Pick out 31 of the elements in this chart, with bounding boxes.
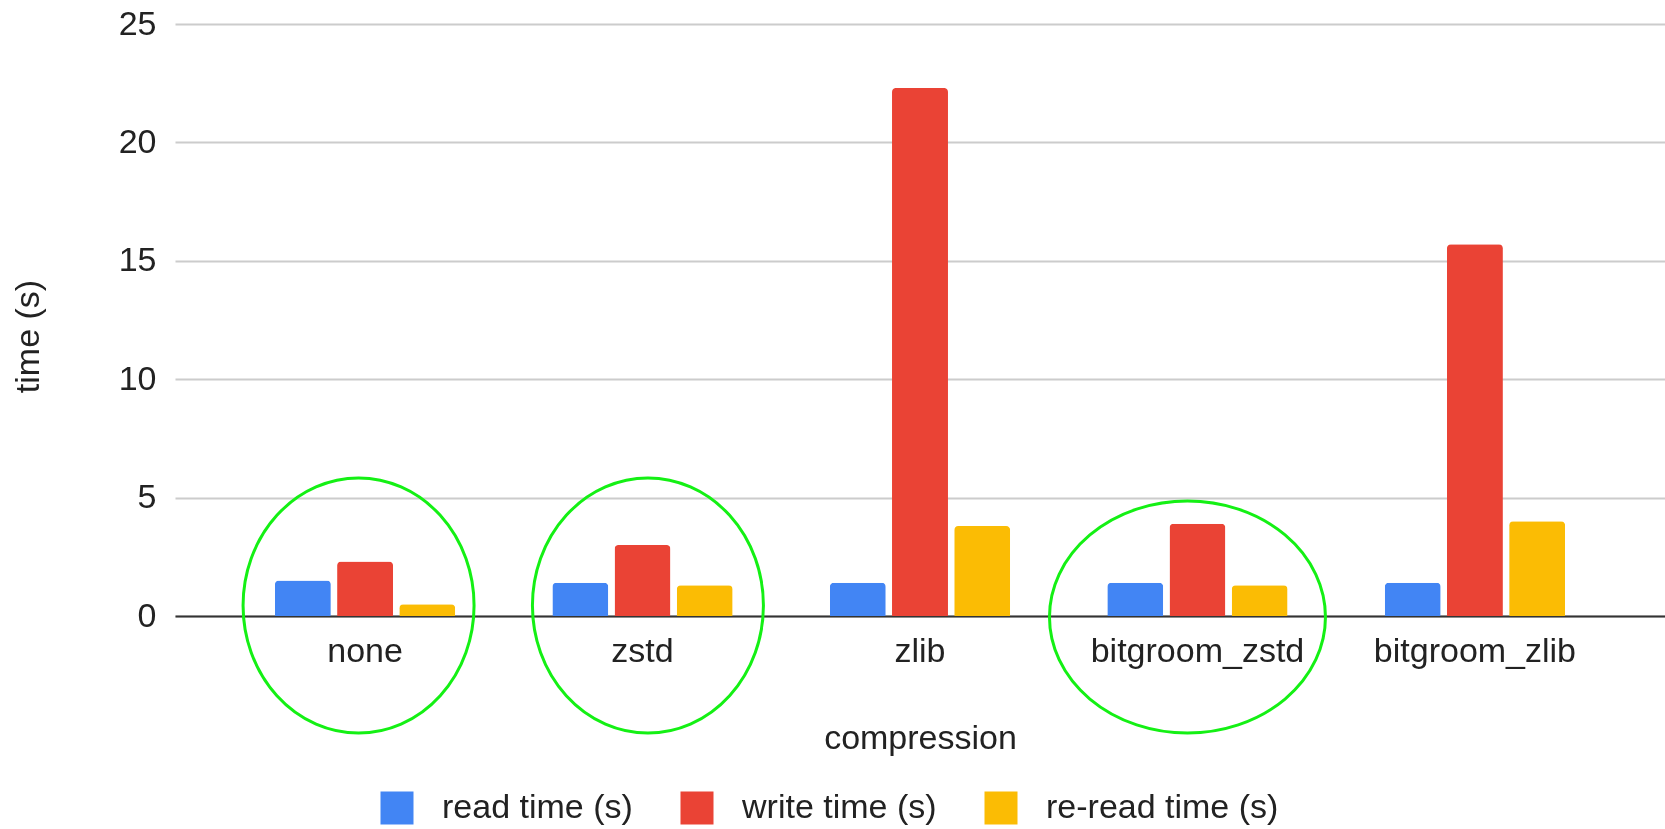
bar (399, 604, 456, 616)
x-tick-label: zlib (894, 630, 946, 669)
x-tick-label: bitgroom_zstd (1090, 630, 1305, 669)
x-tick-label: bitgroom_zlib (1373, 630, 1577, 669)
legend-label: read time (s) (442, 787, 633, 825)
y-tick-label: 25 (118, 3, 157, 42)
bar (829, 582, 886, 616)
bar (1446, 244, 1503, 616)
bar (1384, 582, 1441, 616)
y-tick-label: 5 (137, 477, 157, 516)
x-axis-title: compression (824, 717, 1017, 756)
bar (1231, 585, 1288, 616)
y-tick-label: 10 (118, 358, 157, 397)
legend-label: re-read time (s) (1046, 787, 1279, 825)
bar (337, 561, 394, 616)
bar (274, 580, 331, 616)
x-tick-label: zstd (611, 630, 674, 669)
bar (552, 582, 609, 616)
y-axis-title: time (s) (7, 279, 46, 394)
y-tick-label: 20 (118, 121, 157, 160)
y-tick-label: 15 (118, 240, 157, 279)
bar (954, 526, 1011, 616)
bar (1509, 521, 1566, 616)
bar (676, 585, 733, 616)
x-tick-label: none (327, 630, 403, 669)
y-tick-label: 0 (137, 595, 157, 634)
legend-label: write time (s) (741, 787, 937, 825)
bar (892, 87, 948, 616)
bar (1107, 582, 1164, 616)
bar (1169, 523, 1226, 616)
bar (614, 544, 671, 616)
